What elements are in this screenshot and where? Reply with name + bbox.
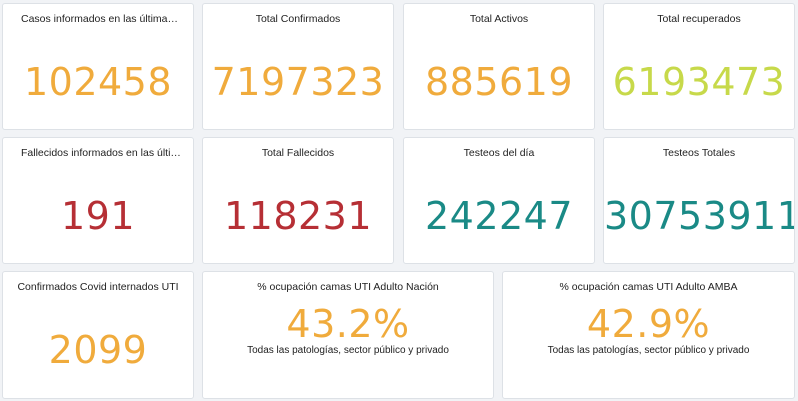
card-subtitle: Todas las patologías, sector público y p… (247, 345, 449, 356)
card-icu-occupancy-amba: % ocupación camas UTI Adulto AMBA 42.9% … (502, 271, 795, 399)
card-value: 191 (60, 194, 136, 238)
card-icu-covid-confirmed: Confirmados Covid internados UTI 2099 (2, 271, 194, 399)
card-value: 2099 (48, 328, 148, 372)
card-value: 102458 (23, 60, 173, 104)
card-value: 7197323 (211, 60, 385, 104)
card-value: 42.9% (586, 302, 711, 346)
card-tests-today: Testeos del día 242247 (403, 137, 595, 264)
card-value: 242247 (424, 194, 574, 238)
card-title: Fallecidos informados en las últimas 24 … (21, 147, 183, 159)
card-title: Testeos Totales (662, 147, 736, 159)
card-cases-last-24h: Casos informados en las últimas 24 hs 10… (2, 3, 194, 130)
card-total-confirmed: Total Confirmados 7197323 (202, 3, 394, 130)
card-title: Total Confirmados (255, 13, 341, 25)
card-icu-occupancy-nation: % ocupación camas UTI Adulto Nación 43.2… (202, 271, 494, 399)
card-value: 118231 (223, 194, 373, 238)
card-value: 43.2% (286, 302, 410, 346)
card-title: Total Activos (469, 13, 529, 25)
card-value: 30753911 (604, 194, 795, 238)
card-total-tests: Testeos Totales 30753911 (603, 137, 795, 264)
card-deaths-last-24h: Fallecidos informados en las últimas 24 … (2, 137, 194, 264)
card-total-deaths: Total Fallecidos 118231 (202, 137, 394, 264)
card-title: Testeos del día (463, 147, 535, 159)
card-title: % ocupación camas UTI Adulto AMBA (559, 281, 738, 293)
card-title: Total recuperados (657, 13, 741, 25)
card-value: 885619 (424, 60, 574, 104)
card-title: % ocupación camas UTI Adulto Nación (257, 281, 439, 293)
card-title: Confirmados Covid internados UTI (17, 281, 179, 293)
card-subtitle: Todas las patologías, sector público y p… (547, 345, 750, 356)
card-title: Casos informados en las últimas 24 hs (21, 13, 183, 25)
card-total-recovered: Total recuperados 6193473 (603, 3, 795, 130)
card-title: Total Fallecidos (261, 147, 335, 159)
card-value: 6193473 (612, 60, 786, 104)
card-total-active: Total Activos 885619 (403, 3, 595, 130)
